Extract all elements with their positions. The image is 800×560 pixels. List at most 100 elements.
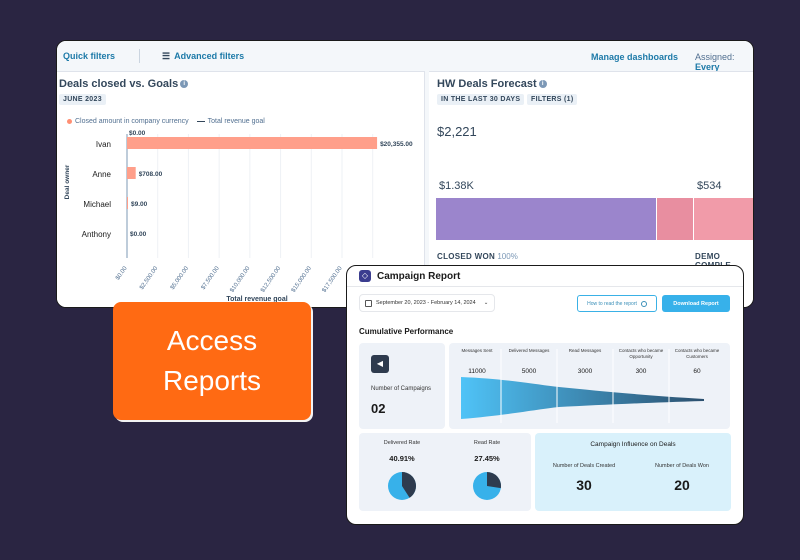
deals-won-label: Number of Deals Won	[654, 463, 709, 469]
funnel-stage-label: Read Messages	[568, 348, 602, 353]
forecast-range-chip[interactable]: IN THE LAST 30 DAYS	[437, 94, 525, 105]
pie-slice	[487, 472, 501, 489]
date-range-picker[interactable]: September 20, 2023 - February 14, 2024 ⌄	[359, 294, 495, 312]
forecast-value-demo: $534	[697, 180, 722, 192]
help-icon	[640, 300, 647, 307]
forecast-title-text: HW Deals Forecast	[437, 78, 537, 90]
download-report-button[interactable]: Download Report	[662, 295, 730, 312]
access-reports-badge: Access Reports	[113, 302, 311, 420]
how-to-read-label: How to read the report	[587, 300, 637, 307]
closed-won-text: CLOSED WON	[437, 252, 496, 261]
x-tick-label: $15,000.00	[291, 265, 314, 294]
cumulative-performance-title: Cumulative Performance	[359, 327, 454, 336]
delivered-rate-value: 40.91%	[389, 454, 415, 463]
category-label: Anne	[92, 170, 111, 179]
dashboard-toolbar: Quick filters ☰ Advanced filters Manage …	[57, 41, 753, 72]
advanced-filters-label: Advanced filters	[174, 51, 245, 61]
forecast-bar-closed-won[interactable]	[436, 198, 656, 240]
info-icon[interactable]: i	[538, 80, 547, 88]
funnel-stage-value: 60	[693, 368, 701, 375]
deals-won-value: 20	[674, 477, 690, 493]
campaign-report-card: ◇ Campaign Report September 20, 2023 - F…	[346, 265, 744, 525]
bar-value-label: $9.00	[131, 201, 148, 208]
campaigns-count-box: ◀ Number of Campaigns 02	[359, 343, 445, 429]
chart-legend: Closed amount in company currency Total …	[67, 118, 265, 125]
x-tick-label: $10,000.00	[229, 265, 252, 294]
report-header: ◇ Campaign Report	[347, 266, 743, 286]
x-tick-label: $0.00	[115, 265, 129, 281]
calendar-icon	[365, 299, 372, 307]
delivered-rate: Delivered Rate 40.91%	[367, 440, 437, 501]
x-axis-title: Total revenue goal	[226, 296, 287, 303]
funnel-stage-value: 5000	[521, 368, 537, 375]
forecast-bar-segment[interactable]	[657, 198, 693, 240]
funnel-stage-label: Contacts who became Opportunity	[618, 348, 664, 359]
quick-filters-link[interactable]: Quick filters	[63, 51, 116, 61]
campaigns-label: Number of Campaigns	[371, 386, 432, 392]
rates-box: Delivered Rate 40.91% Read Rate 27.45%	[359, 433, 531, 511]
deals-panel-title: Deals closed vs. Goals i	[59, 78, 189, 90]
legend-closed-text: Closed amount in company currency	[75, 118, 189, 125]
funnel-stage-delivered: Delivered Messages 5000	[501, 348, 557, 375]
x-tick-label: $5,000.00	[170, 265, 191, 291]
read-rate-value: 27.45%	[474, 454, 500, 463]
megaphone-icon: ◀	[371, 355, 389, 373]
closed-won-label: CLOSED WON 100%	[437, 252, 518, 261]
info-icon[interactable]: i	[180, 80, 189, 88]
funnel-stage-customers: Contacts who became Customers 60	[669, 348, 725, 375]
toolbar-divider	[139, 49, 141, 63]
campaigns-value: 02	[371, 401, 386, 416]
deals-created-value: 30	[576, 477, 592, 493]
date-range-chip[interactable]: JUNE 2023	[59, 94, 106, 105]
deals-won: Number of Deals Won 20	[633, 463, 731, 493]
forecast-panel-title: HW Deals Forecast i	[437, 78, 547, 90]
header-divider	[347, 286, 743, 287]
legend-dot-icon	[67, 118, 72, 124]
funnel-shape	[461, 377, 704, 419]
bar-anne	[127, 167, 136, 179]
funnel-stage-read: Read Messages 3000	[557, 348, 613, 375]
how-to-read-button[interactable]: How to read the report	[577, 295, 657, 312]
influence-title: Campaign Influence on Deals	[590, 441, 676, 448]
funnel-stage-value: 3000	[577, 368, 593, 375]
assigned-value: Every	[695, 62, 720, 72]
funnel-stage-label: Contacts who became Customers	[674, 348, 720, 359]
chevron-down-icon: ⌄	[483, 300, 489, 306]
assigned-label: Assigned:	[695, 52, 735, 62]
funnel-stage-label: Delivered Messages	[508, 348, 550, 353]
legend-line-icon	[196, 120, 205, 122]
x-tick-label: $7,500.00	[201, 265, 222, 291]
report-logo-icon: ◇	[359, 270, 371, 282]
campaign-influence-box: Campaign Influence on Deals Number of De…	[535, 433, 731, 511]
forecast-filters-chip[interactable]: FILTERS (1)	[527, 94, 578, 105]
bar-value-label: $20,355.00	[380, 141, 413, 148]
manage-dashboards-link[interactable]: Manage dashboards	[591, 52, 679, 62]
report-title: Campaign Report	[377, 270, 461, 282]
forecast-total: $2,221	[437, 124, 477, 139]
legend-revenue-goal: Total revenue goal	[196, 118, 265, 125]
x-tick-label: $2,500.00	[139, 265, 160, 291]
deals-created: Number of Deals Created 30	[535, 463, 633, 493]
bar-value-label: $0.00	[130, 231, 147, 238]
advanced-filters-link[interactable]: ☰ Advanced filters	[162, 51, 244, 62]
bar-ivan	[127, 137, 378, 149]
closed-won-pct: 100%	[497, 252, 518, 261]
bar-value-label: $708.00	[139, 171, 163, 178]
delivered-rate-pie	[388, 472, 416, 500]
read-rate-label: Read Rate	[473, 440, 501, 446]
category-label: Anthony	[82, 230, 111, 239]
date-range-text: September 20, 2023 - February 14, 2024	[376, 300, 476, 306]
funnel-stage-sent: Messages Sent 11000	[449, 348, 505, 375]
category-label: Michael	[83, 200, 111, 209]
funnel-chart	[461, 349, 704, 423]
assigned-filter[interactable]: Assigned: Every	[695, 52, 753, 72]
legend-closed-amount: Closed amount in company currency	[67, 118, 189, 125]
funnel-stage-label: Messages Sent	[461, 348, 493, 353]
forecast-bar-demo[interactable]	[694, 198, 753, 240]
filter-lines-icon: ☰	[162, 50, 171, 61]
bar-michael	[127, 197, 128, 209]
forecast-value-closed-won: $1.38K	[439, 180, 474, 192]
read-rate: Read Rate 27.45%	[452, 440, 522, 501]
read-rate-pie	[473, 472, 501, 500]
delivered-rate-label: Delivered Rate	[383, 440, 421, 446]
